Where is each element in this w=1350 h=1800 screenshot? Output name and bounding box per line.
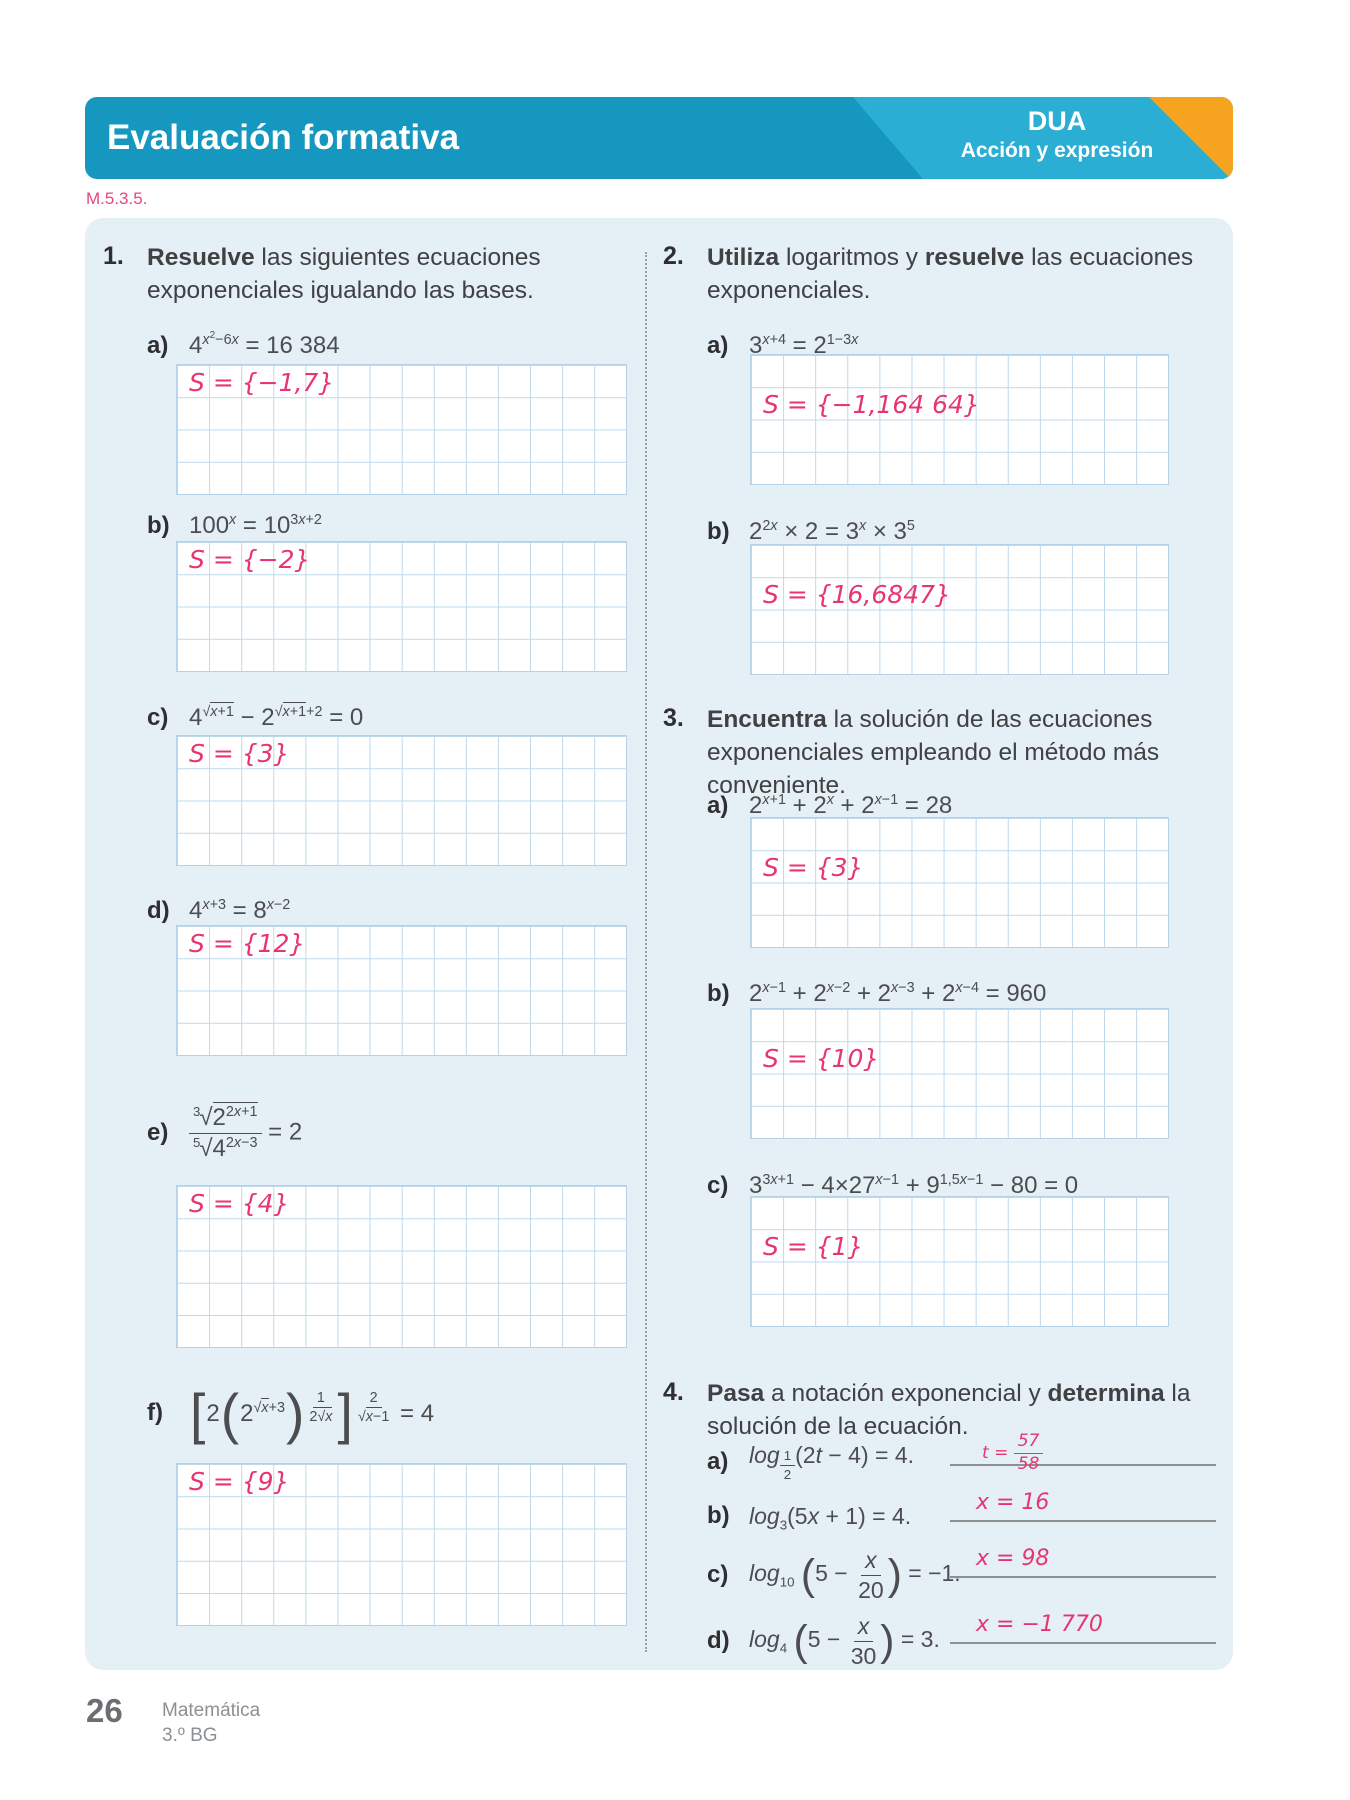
footer-subject: Matemática 3.º BG — [162, 1699, 260, 1748]
page-number: 26 — [86, 1692, 123, 1729]
item-4c-label: c) — [707, 1561, 729, 1588]
footer-subject-name: Matemática — [162, 1700, 261, 1721]
exercise-3-prompt: Encuentra la solución de las ecuaciones … — [707, 706, 1160, 799]
exercise-2-header: 2. Utiliza logaritmos y resuelve las ecu… — [663, 242, 1228, 308]
item-3b-grid: S = {10} — [750, 1008, 1169, 1139]
exercise-1-header: 1. Resuelve las siguientes ecuaciones ex… — [103, 242, 633, 308]
item-4d-answer: x = −1 770 — [950, 1612, 1216, 1644]
item-3c-answer: S = {1} — [763, 1232, 864, 1261]
item-3b-label: b) — [707, 980, 730, 1007]
item-4c-answer: x = 98 — [950, 1546, 1216, 1578]
item-1a-label: a) — [147, 332, 169, 359]
exercise-1-number: 1. — [103, 242, 124, 270]
exercise-2-prompt: Utiliza logaritmos y resuelve las ecuaci… — [707, 244, 1194, 304]
item-1a: a) 4x2−6x = 16 384 — [103, 328, 340, 364]
item-1a-grid: S = {−1,7} — [176, 364, 627, 495]
exercise-3-header: 3. Encuentra la solución de las ecuacion… — [663, 704, 1228, 802]
item-2a-answer: S = {−1,164 64} — [763, 390, 980, 419]
dua-badge-subtitle: Acción y expresión — [960, 138, 1154, 162]
item-4b: b) log3(5x + 1) = 4. — [663, 1494, 911, 1538]
item-1c-label: c) — [147, 704, 169, 731]
item-2b-equation: 22x × 2 = 3x × 35 — [749, 518, 915, 545]
item-4a-label: a) — [707, 1448, 729, 1475]
item-3b-equation: 2x−1 + 2x−2 + 2x−3 + 2x−4 = 960 — [749, 980, 1047, 1007]
item-1d-answer: S = {12} — [189, 929, 306, 958]
item-3c-grid: S = {1} — [750, 1196, 1169, 1327]
left-column: 1. Resuelve las siguientes ecuaciones ex… — [103, 242, 633, 1642]
item-3a: a) 2x+1 + 2x + 2x−1 = 28 — [663, 788, 952, 824]
item-1d: d) 4x+3 = 8x−2 — [103, 893, 290, 929]
item-1f-equation: [2(2√x+3) 1 2√x] 2 √x−1 = 4 — [190, 1383, 435, 1446]
item-4b-label: b) — [707, 1502, 730, 1529]
exercise-3-number: 3. — [663, 704, 684, 732]
item-1b: b) 100x = 103x+2 — [103, 508, 322, 544]
item-2b-label: b) — [707, 518, 730, 545]
column-divider — [645, 252, 647, 1652]
item-3c: c) 33x+1 − 4×27x−1 + 91,5x−1 − 80 = 0 — [663, 1168, 1078, 1204]
item-1a-equation: 4x2−6x = 16 384 — [189, 330, 340, 359]
item-3c-label: c) — [707, 1172, 729, 1199]
right-column: 2. Utiliza logaritmos y resuelve las ecu… — [663, 242, 1228, 1669]
item-1e-answer: S = {4} — [189, 1189, 290, 1218]
exercise-1-prompt: Resuelve las siguientes ecuaciones expon… — [147, 244, 541, 304]
item-1c: c) 4√x+1 − 2√x+1+2 = 0 — [103, 700, 363, 736]
item-1f: f) [2(2√x+3) 1 2√x] 2 √x−1 = 4 — [103, 1365, 434, 1461]
title-banner: Evaluación formativa DUA Acción y expres… — [85, 97, 1233, 179]
item-1e-label: e) — [147, 1119, 169, 1146]
exercise-4-number: 4. — [663, 1378, 684, 1406]
item-1e-grid: S = {4} — [176, 1185, 627, 1348]
item-1f-answer: S = {9} — [189, 1467, 290, 1496]
item-1c-equation: 4√x+1 − 2√x+1+2 = 0 — [189, 702, 364, 731]
footer-grade: 3.º BG — [162, 1724, 218, 1746]
item-3a-equation: 2x+1 + 2x + 2x−1 = 28 — [749, 792, 953, 819]
item-2b-answer: S = {16,6847} — [763, 580, 951, 609]
item-1f-label: f) — [147, 1399, 163, 1426]
item-3b-answer: S = {10} — [763, 1044, 880, 1073]
item-4d-equation: log4 (5 − x 30) = 3. — [749, 1613, 940, 1669]
item-1b-answer: S = {−2} — [189, 545, 311, 574]
item-2a-label: a) — [707, 332, 729, 359]
item-1d-grid: S = {12} — [176, 925, 627, 1056]
item-3c-equation: 33x+1 − 4×27x−1 + 91,5x−1 − 80 = 0 — [749, 1172, 1079, 1199]
item-1e: e) 3√22x+1 5√42x−3 = 2 — [103, 1085, 302, 1181]
standard-code: M.5.3.5. — [86, 189, 148, 208]
item-1d-label: d) — [147, 897, 170, 924]
item-3a-label: a) — [707, 792, 729, 819]
item-1a-answer: S = {−1,7} — [189, 368, 335, 397]
item-4d: d) log4 (5 − x 30) = 3. — [663, 1608, 940, 1674]
item-1c-grid: S = {3} — [176, 735, 627, 866]
item-1f-grid: S = {9} — [176, 1463, 627, 1626]
item-4b-answer: x = 16 — [950, 1490, 1216, 1522]
item-2b: b) 22x × 2 = 3x × 35 — [663, 514, 915, 550]
item-2a-grid: S = {−1,164 64} — [750, 354, 1169, 485]
page-title: Evaluación formativa — [107, 118, 460, 157]
item-4a-answer: t = 57 58 — [950, 1431, 1216, 1473]
item-4d-label: d) — [707, 1627, 730, 1654]
item-1b-label: b) — [147, 512, 170, 539]
content-card: 1. Resuelve las siguientes ecuaciones ex… — [85, 218, 1233, 1670]
exercise-4-header: 4. Pasa a notación exponencial y determi… — [663, 1378, 1228, 1444]
item-1c-answer: S = {3} — [189, 739, 290, 768]
item-2b-grid: S = {16,6847} — [750, 544, 1169, 675]
item-1d-equation: 4x+3 = 8x−2 — [189, 897, 291, 924]
item-1b-grid: S = {−2} — [176, 541, 627, 672]
exercise-4-prompt: Pasa a notación exponencial y determina … — [707, 1380, 1191, 1440]
item-1b-equation: 100x = 103x+2 — [189, 512, 322, 539]
exercise-2-number: 2. — [663, 242, 684, 270]
dua-badge: DUA Acción y expresión — [897, 105, 1217, 163]
item-4c-equation: log10 (5 − x 20) = −1. — [749, 1547, 961, 1603]
item-4b-equation: log3(5x + 1) = 4. — [749, 1502, 912, 1533]
item-3a-answer: S = {3} — [763, 853, 864, 882]
item-3b: b) 2x−1 + 2x−2 + 2x−3 + 2x−4 = 960 — [663, 976, 1046, 1012]
item-3a-grid: S = {3} — [750, 817, 1169, 948]
item-4a-equation: log 1 2 (2t − 4) = 4. — [749, 1442, 915, 1482]
dua-badge-title: DUA — [1027, 106, 1087, 136]
item-4a: a) log 1 2 (2t − 4) = 4. — [663, 1434, 914, 1490]
item-1e-equation: 3√22x+1 5√42x−3 = 2 — [189, 1101, 302, 1162]
item-4c: c) log10 (5 − x 20) = −1. — [663, 1542, 961, 1608]
